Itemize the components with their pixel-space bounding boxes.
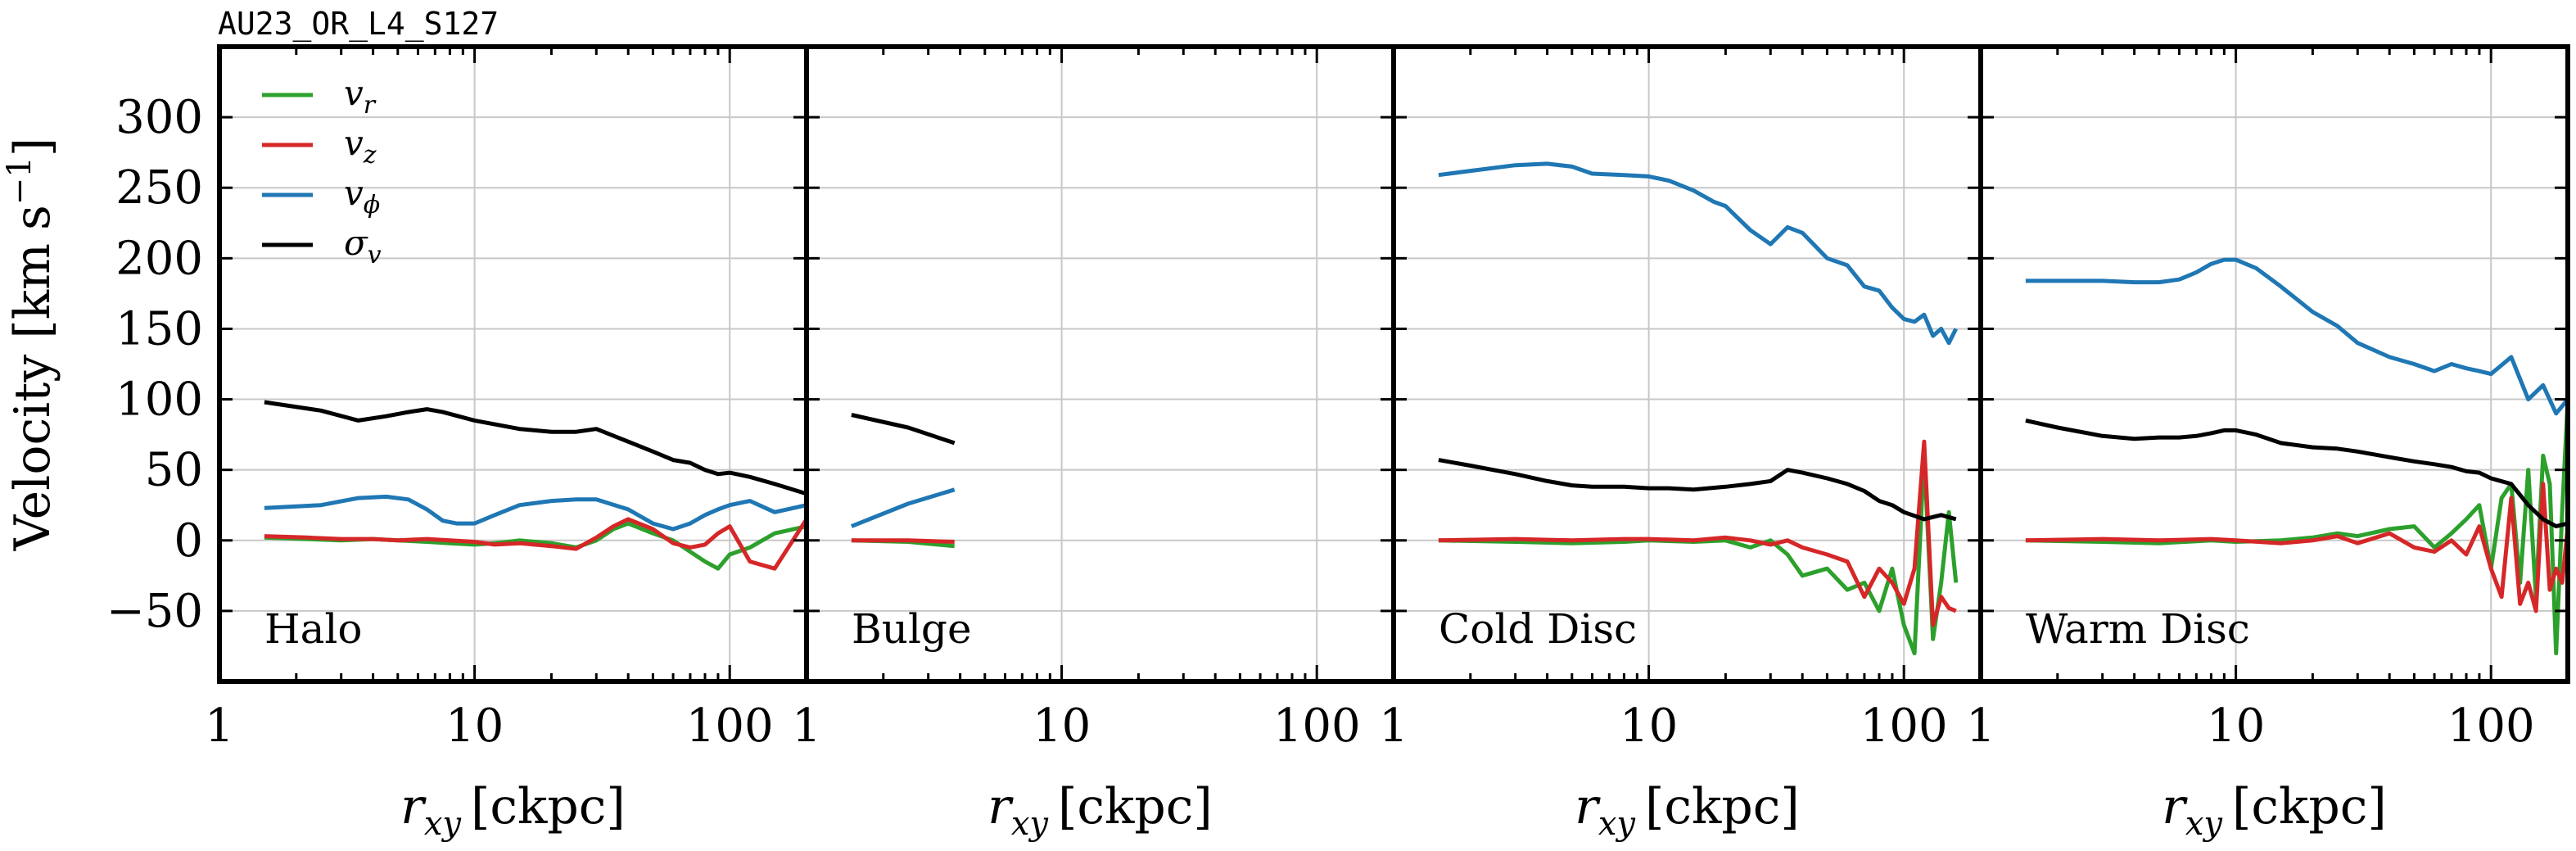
series-line-v-phi: [264, 494, 807, 532]
panel-frame: [217, 44, 809, 684]
series-line-sigma-v: [851, 413, 956, 446]
series-line-v-z: [851, 538, 955, 544]
legend-label-v-r: vr: [344, 73, 377, 120]
panel-annotation: Warm Disc: [2026, 605, 2250, 653]
y-axis-label: Velocity [kms−1]: [1, 138, 61, 551]
series-line-v-phi: [1438, 161, 1959, 346]
panel-annotation: Cold Disc: [1439, 605, 1637, 653]
panel-annotation: Bulge: [852, 605, 972, 653]
legend-label-v-z: vz: [344, 123, 377, 170]
series-group: [2025, 257, 2568, 656]
x-tick-label: 10: [445, 699, 504, 753]
legend-label-sigma-v: σv: [344, 223, 382, 269]
figure-title: AU23_OR_L4_S127: [218, 6, 499, 43]
panel-frame: [804, 44, 1396, 684]
x-axis-label: rxy [ckpc]: [1575, 778, 1800, 843]
y-tick-label: 300: [115, 91, 203, 144]
y-axis-label-text: Velocity [kms−1]: [1, 138, 61, 551]
series-line-v-phi: [2025, 257, 2568, 416]
panel-cold-disc: 1 10 100 rxy [ckpc] Cold Disc: [1379, 44, 1983, 843]
x-tick-label: 100: [1273, 699, 1361, 753]
panel-halo: 1 10 100 −50 0 50 100 150 200 250 300 rxy [ckpc] Halo…: [106, 44, 809, 843]
x-tick-label: 10: [1620, 699, 1678, 753]
legend-label-v-phi: vϕ: [344, 173, 380, 220]
x-axis-label: rxy [ckpc]: [2162, 778, 2387, 843]
y-tick-label: 250: [115, 161, 203, 215]
panel-warm-disc: 1 10 100 rxy [ckpc] Warm Disc: [1966, 44, 2570, 843]
series-line-v-phi: [850, 487, 956, 528]
series-line-sigma-v: [1438, 458, 1957, 522]
series-line-v-z: [264, 517, 807, 571]
y-tick-label: 50: [145, 444, 203, 497]
x-tick-label: 10: [1033, 699, 1091, 753]
panel-bulge: 1 10 100 rxy [ckpc] Bulge: [792, 44, 1396, 843]
series-line-v-z: [2025, 482, 2568, 613]
panels: 1 10 100 −50 0 50 100 150 200 250 300 rxy [ckpc] Halo…: [106, 44, 2570, 843]
series-group: [850, 413, 956, 549]
x-tick-label: 100: [2447, 699, 2535, 753]
x-tick-label: 100: [686, 699, 774, 753]
y-tick-label: 100: [115, 373, 203, 427]
y-tick-label: 200: [115, 232, 203, 285]
x-tick-label: 1: [1379, 699, 1408, 753]
x-axis-label: rxy [ckpc]: [400, 778, 626, 843]
series-line-sigma-v: [264, 400, 807, 496]
x-axis-label: rxy [ckpc]: [987, 778, 1213, 843]
x-tick-label: 10: [2207, 699, 2265, 753]
x-tick-label: 1: [792, 699, 821, 753]
panel-frame: [1978, 44, 2570, 684]
x-tick-label: 1: [205, 699, 234, 753]
y-tick-label: 0: [174, 514, 203, 568]
series-group: [264, 400, 807, 571]
y-tick-label: 150: [115, 302, 203, 355]
x-tick-label: 1: [1966, 699, 1995, 753]
panel-annotation: Halo: [264, 605, 363, 653]
series-line-sigma-v: [2025, 418, 2568, 529]
series-line-v-z: [1438, 439, 1957, 627]
series-group: [1438, 161, 1959, 656]
x-tick-label: 100: [1860, 699, 1948, 753]
y-tick-label: −50: [106, 585, 203, 638]
